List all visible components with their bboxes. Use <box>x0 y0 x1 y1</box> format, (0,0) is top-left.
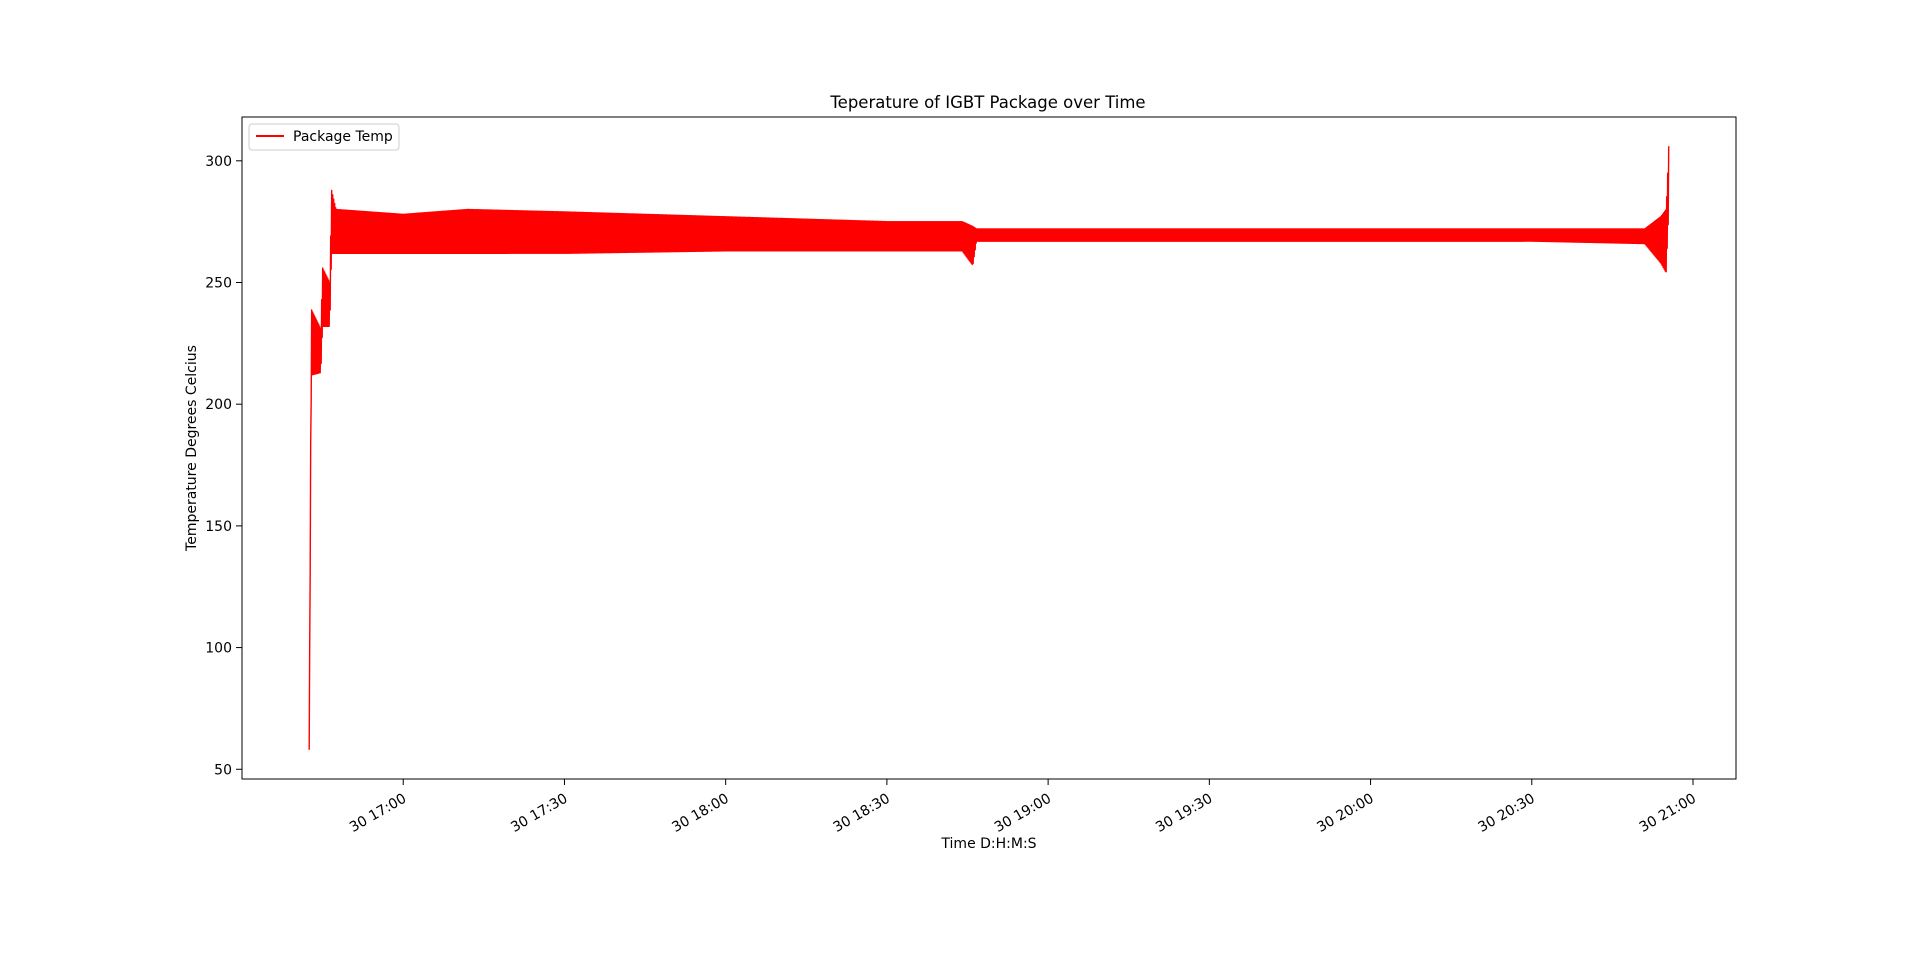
y-tick-label: 100 <box>205 641 232 657</box>
chart-title: Teperature of IGBT Package over Time <box>829 93 1145 112</box>
y-tick-label: 300 <box>205 154 232 170</box>
y-tick-label: 50 <box>214 762 232 778</box>
series-line-0 <box>308 146 1670 750</box>
plot-frame <box>241 116 1737 780</box>
y-tick-label: 200 <box>205 397 232 413</box>
y-axis-label: Temperature Degrees Celcius <box>184 345 200 552</box>
y-axis: 50 100 150 200 250 300 <box>205 154 242 778</box>
y-tick-label: 250 <box>205 276 232 292</box>
legend-box <box>248 123 400 151</box>
legend-label: Package Temp <box>293 129 393 145</box>
legend: Package Temp <box>248 123 400 151</box>
x-axis-label: Time D:H:M:S <box>940 836 1036 852</box>
series-layer <box>308 146 1670 750</box>
y-tick-label: 150 <box>205 519 232 535</box>
